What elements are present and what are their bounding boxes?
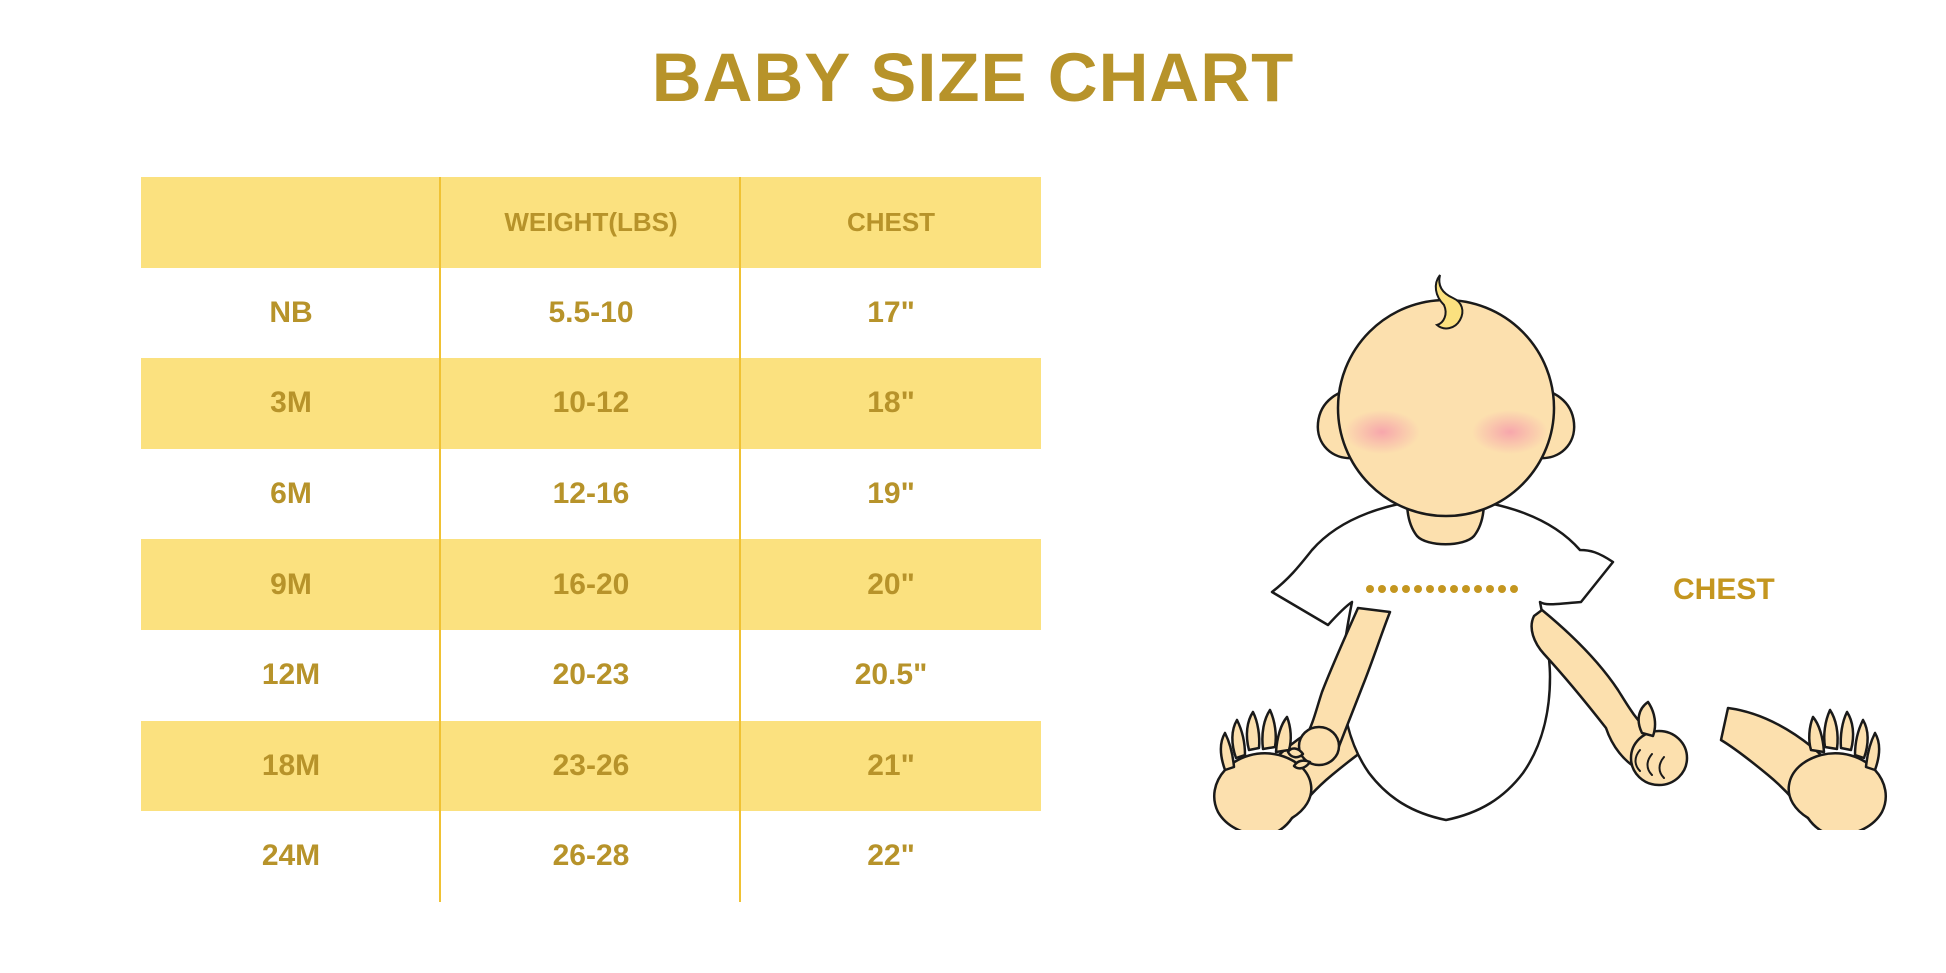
svg-text:CHEST: CHEST xyxy=(1673,573,1775,606)
